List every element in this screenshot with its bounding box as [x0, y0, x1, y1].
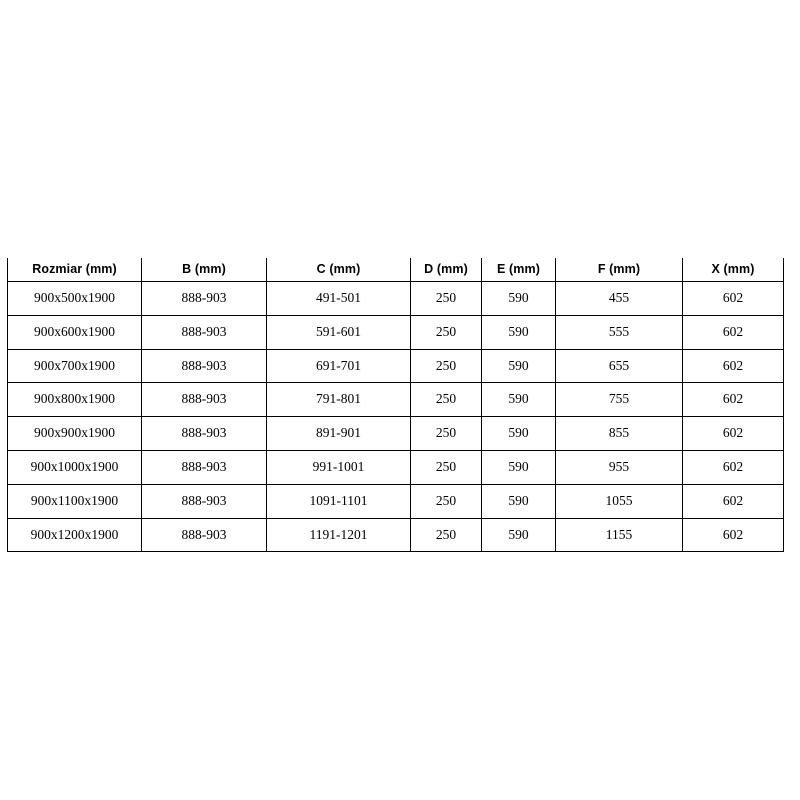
table-cell-b: 888-903 — [141, 315, 267, 350]
table-cell-e: 590 — [481, 450, 556, 485]
table-cell-c: 991-1001 — [266, 450, 411, 485]
table-cell-x: 602 — [682, 518, 784, 553]
table-cell-x: 602 — [682, 416, 784, 451]
table-cell-c: 691-701 — [266, 349, 411, 384]
table-cell-e: 590 — [481, 281, 556, 316]
table-cell-rozmiar: 900x700x1900 — [7, 349, 142, 384]
table-row: 900x1000x1900 888-903 991-1001 250 590 955 602 — [7, 450, 784, 485]
table-cell-e: 590 — [481, 349, 556, 384]
column-header-rozmiar: Rozmiar (mm) — [7, 258, 142, 282]
table-cell-d: 250 — [410, 315, 482, 350]
table-cell-x: 602 — [682, 484, 784, 519]
table-cell-rozmiar: 900x1100x1900 — [7, 484, 142, 519]
table-cell-rozmiar: 900x500x1900 — [7, 281, 142, 316]
table-cell-b: 888-903 — [141, 518, 267, 553]
table-cell-x: 602 — [682, 349, 784, 384]
table-cell-rozmiar: 900x1000x1900 — [7, 450, 142, 485]
table-cell-e: 590 — [481, 484, 556, 519]
column-header-f: F (mm) — [555, 258, 683, 282]
table-cell-c: 491-501 — [266, 281, 411, 316]
table-cell-x: 602 — [682, 382, 784, 418]
table-row: 900x1200x1900 888-903 1191-1201 250 590 1155 6… — [7, 518, 784, 553]
table-cell-f: 855 — [555, 416, 683, 451]
dimensions-table: Rozmiar (mm) B (mm) C (mm) D (mm) E (mm)… — [7, 258, 784, 553]
table-cell-rozmiar: 900x800x1900 — [7, 382, 142, 418]
table-cell-x: 602 — [682, 315, 784, 350]
table-cell-f: 955 — [555, 450, 683, 485]
column-header-b: B (mm) — [141, 258, 267, 282]
table-cell-b: 888-903 — [141, 484, 267, 519]
table-row: 900x700x1900 888-903 691-701 250 590 655 602 — [7, 349, 784, 384]
table-cell-f: 455 — [555, 281, 683, 316]
table-cell-c: 891-901 — [266, 416, 411, 451]
column-header-c: C (mm) — [266, 258, 411, 282]
table-cell-c: 1191-1201 — [266, 518, 411, 553]
table-cell-x: 602 — [682, 450, 784, 485]
table-cell-b: 888-903 — [141, 416, 267, 451]
table-cell-d: 250 — [410, 349, 482, 384]
table-cell-rozmiar: 900x600x1900 — [7, 315, 142, 350]
table-cell-d: 250 — [410, 281, 482, 316]
table-cell-e: 590 — [481, 382, 556, 418]
table-cell-c: 1091-1101 — [266, 484, 411, 519]
table-cell-rozmiar: 900x900x1900 — [7, 416, 142, 451]
table-cell-c: 791-801 — [266, 382, 411, 418]
table-cell-f: 555 — [555, 315, 683, 350]
column-header-d: D (mm) — [410, 258, 482, 282]
table-cell-f: 1055 — [555, 484, 683, 519]
table-cell-c: 591-601 — [266, 315, 411, 350]
table-cell-b: 888-903 — [141, 281, 267, 316]
table-cell-e: 590 — [481, 518, 556, 553]
table-row: 900x500x1900 888-903 491-501 250 590 455 602 — [7, 281, 784, 316]
table-cell-f: 755 — [555, 382, 683, 418]
table-cell-b: 888-903 — [141, 349, 267, 384]
column-header-e: E (mm) — [481, 258, 556, 282]
table-cell-d: 250 — [410, 450, 482, 485]
table-row: 900x600x1900 888-903 591-601 250 590 555 602 — [7, 315, 784, 350]
table-cell-rozmiar: 900x1200x1900 — [7, 518, 142, 553]
table-body: 900x500x1900 888-903 491-501 250 590 455 602 90… — [7, 281, 784, 553]
table-cell-e: 590 — [481, 416, 556, 451]
table-cell-d: 250 — [410, 518, 482, 553]
table-cell-d: 250 — [410, 484, 482, 519]
column-header-x: X (mm) — [682, 258, 784, 282]
table-cell-x: 602 — [682, 281, 784, 316]
table-cell-e: 590 — [481, 315, 556, 350]
specification-table-container: Rozmiar (mm) B (mm) C (mm) D (mm) E (mm)… — [7, 258, 784, 553]
table-header: Rozmiar (mm) B (mm) C (mm) D (mm) E (mm)… — [7, 258, 784, 282]
table-cell-d: 250 — [410, 382, 482, 418]
table-row: 900x900x1900 888-903 891-901 250 590 855 602 — [7, 416, 784, 451]
table-cell-f: 1155 — [555, 518, 683, 553]
table-cell-f: 655 — [555, 349, 683, 384]
table-cell-d: 250 — [410, 416, 482, 451]
table-cell-b: 888-903 — [141, 382, 267, 418]
table-row: 900x1100x1900 888-903 1091-1101 250 590 1055 6… — [7, 484, 784, 519]
table-header-row: Rozmiar (mm) B (mm) C (mm) D (mm) E (mm)… — [7, 258, 784, 282]
table-row: 900x800x1900 888-903 791-801 250 590 755 602 — [7, 382, 784, 418]
table-cell-b: 888-903 — [141, 450, 267, 485]
